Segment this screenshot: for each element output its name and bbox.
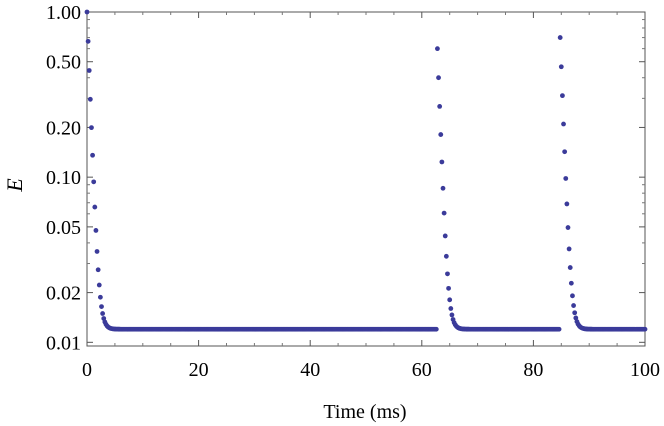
data-point xyxy=(566,246,572,252)
x-tick-label: 80 xyxy=(523,359,543,381)
data-point xyxy=(565,225,571,230)
data-point xyxy=(443,253,449,259)
y-tick-label: 0.20 xyxy=(46,117,81,139)
data-point xyxy=(92,204,98,210)
data-point xyxy=(436,75,441,81)
data-point xyxy=(93,228,99,233)
data-points xyxy=(84,9,648,332)
y-tick-label: 0.01 xyxy=(46,332,81,354)
data-point xyxy=(447,297,453,303)
data-point xyxy=(448,306,454,311)
data-point xyxy=(94,249,100,254)
x-tick-label: 0 xyxy=(82,359,92,381)
data-point xyxy=(568,280,574,286)
data-point xyxy=(87,96,93,102)
data-point xyxy=(442,233,448,239)
y-axis-label: E xyxy=(2,178,27,193)
y-tick-label: 1.00 xyxy=(46,2,81,24)
data-point xyxy=(571,303,576,308)
data-point xyxy=(642,326,648,332)
data-point xyxy=(90,152,95,158)
data-point xyxy=(433,326,439,332)
data-point xyxy=(441,210,447,216)
data-point xyxy=(437,104,443,109)
data-point xyxy=(86,68,92,73)
data-point xyxy=(570,293,575,299)
data-point xyxy=(91,179,97,185)
y-tick-label: 0.50 xyxy=(46,52,81,74)
data-point xyxy=(572,310,578,316)
x-tick-label: 60 xyxy=(412,359,432,381)
y-tick-label: 0.05 xyxy=(46,217,81,239)
data-point xyxy=(99,304,104,309)
data-point xyxy=(97,294,103,300)
data-point xyxy=(560,93,565,99)
data-point xyxy=(84,9,90,15)
data-point xyxy=(563,176,569,181)
data-point xyxy=(446,285,451,291)
data-point xyxy=(440,185,446,191)
data-point xyxy=(562,149,568,155)
data-point xyxy=(96,282,102,288)
y-axis-ticks: 0.01 0.02 0.05 0.10 0.20 0.50 1.00 xyxy=(46,2,645,354)
data-point xyxy=(556,326,562,332)
data-point xyxy=(85,38,91,44)
data-point xyxy=(558,64,564,70)
data-point xyxy=(89,125,94,131)
data-point xyxy=(573,315,579,321)
plot-frame xyxy=(86,11,646,347)
x-axis-ticks: 0 20 40 60 80 100 xyxy=(82,12,660,381)
x-axis-label: Time (ms) xyxy=(323,401,406,423)
data-point xyxy=(445,271,450,277)
x-tick-label: 100 xyxy=(630,359,660,381)
data-point xyxy=(438,132,444,137)
x-tick-label: 40 xyxy=(300,359,320,381)
data-point xyxy=(439,159,445,165)
data-point xyxy=(557,35,563,40)
data-point xyxy=(564,201,570,207)
y-tick-label: 0.10 xyxy=(46,167,81,189)
data-point xyxy=(561,121,566,127)
data-point xyxy=(449,312,455,318)
data-point xyxy=(95,267,101,273)
data-point xyxy=(100,311,106,316)
data-point xyxy=(567,265,573,270)
data-point xyxy=(435,46,440,52)
x-tick-label: 20 xyxy=(189,359,209,381)
y-tick-label: 0.02 xyxy=(46,283,81,305)
